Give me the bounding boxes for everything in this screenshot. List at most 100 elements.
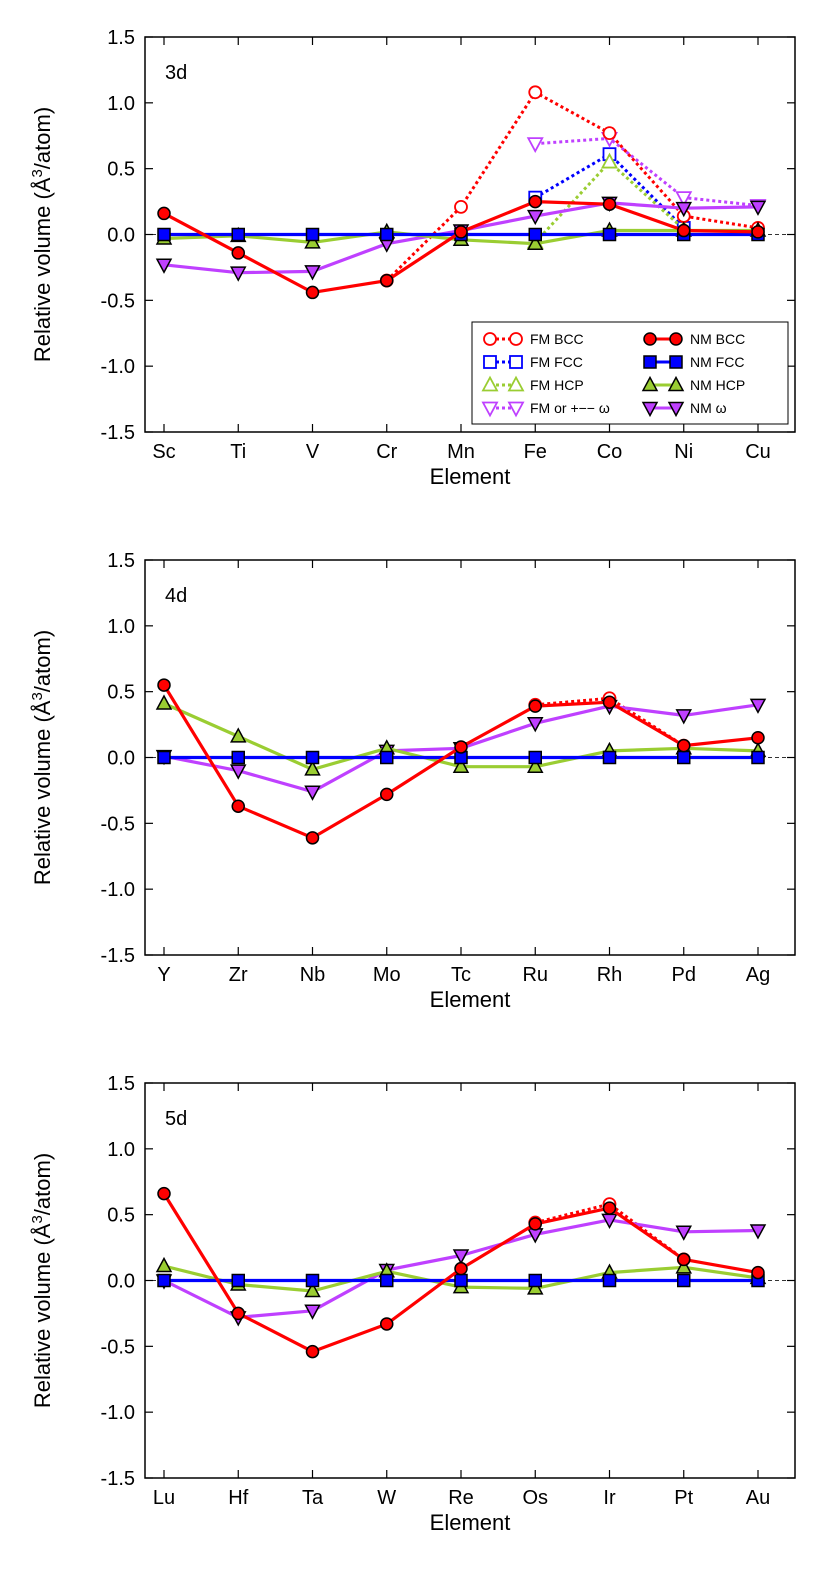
data-point-nm_bcc — [602, 695, 617, 709]
x-tick-label: Cr — [376, 441, 397, 463]
legend: FM BCC NM BCC FM FCC NM FCC FM HCP NM HCP FM o… — [471, 321, 789, 425]
y-tick-label: -1.0 — [101, 879, 135, 901]
panel-label: 5d — [165, 1108, 187, 1130]
x-tick-label: Ag — [746, 964, 770, 986]
legend-label: NM ω — [690, 400, 727, 416]
data-point-nm_fcc — [602, 227, 617, 242]
y-tick-label: 0.0 — [107, 748, 135, 770]
x-tick-label: Mn — [447, 441, 475, 463]
data-point-nm_bcc — [528, 699, 542, 713]
x-tick-label: Fe — [524, 441, 547, 463]
legend-item-fm_fcc: FM FCC — [483, 354, 583, 370]
x-tick-label: Zr — [229, 964, 248, 986]
data-point-nm_omega — [452, 1249, 470, 1265]
x-axis-title: Element — [430, 987, 511, 1012]
data-point-nm_fcc — [602, 1273, 617, 1288]
data-point-nm_bcc — [751, 1265, 765, 1280]
y-tick-label: 1.5 — [107, 27, 135, 49]
legend-label: FM HCP — [530, 377, 584, 393]
panel-label: 4d — [165, 585, 187, 607]
data-point-nm_bcc — [305, 1344, 320, 1359]
data-point-nm_omega — [675, 709, 693, 725]
data-point-nm_bcc — [602, 1201, 617, 1215]
x-tick-label: Hf — [228, 1487, 248, 1509]
data-point-nm_fcc — [231, 1273, 245, 1288]
data-point-nm_bcc — [380, 787, 394, 802]
plot-frame — [144, 1082, 796, 1479]
y-tick-label: -1.5 — [101, 945, 135, 967]
y-tick-label: -1.5 — [101, 422, 135, 444]
data-point-nm_omega — [229, 764, 247, 780]
legend-marker — [643, 355, 657, 369]
x-tick-label: Ni — [674, 441, 693, 463]
y-tick-label: -0.5 — [101, 1336, 135, 1358]
data-point-nm_omega — [526, 209, 544, 226]
data-point-nm_fcc — [380, 750, 394, 765]
chart-panel-3d: 1.5 1.0 0.5 0.0 -0.5 -1.0 -1.5 Sc Ti V Cr Mn Fe Co Ni C… — [29, 27, 796, 489]
y-tick-label: 0.5 — [107, 159, 135, 181]
legend-item-fm_omega: FM or +−− ω — [481, 400, 610, 418]
legend-marker — [481, 401, 499, 418]
data-point-nm_bcc — [677, 738, 691, 753]
legend-label: NM BCC — [690, 331, 745, 347]
data-point-nm_bcc — [231, 1306, 245, 1321]
x-tick-label: Au — [746, 1487, 770, 1509]
data-point-nm_fcc — [528, 750, 542, 765]
data-point-fm_hcp — [600, 152, 619, 169]
series-nm_bcc — [157, 194, 765, 300]
legend-marker — [481, 375, 499, 392]
x-tick-label: Y — [157, 964, 170, 986]
legend-item-nm_hcp: NM HCP — [641, 375, 745, 393]
data-point-nm_bcc — [231, 799, 245, 813]
plot-frame — [144, 36, 796, 433]
y-tick-label: -1.0 — [101, 356, 135, 378]
data-point-nm_hcp — [229, 727, 247, 743]
legend-marker — [507, 401, 525, 418]
legend-marker — [643, 332, 657, 346]
legend-marker — [669, 332, 683, 346]
y-tick-label: -0.5 — [101, 813, 135, 835]
data-point-nm_bcc — [454, 740, 468, 754]
x-tick-label: Os — [522, 1487, 548, 1509]
y-tick-label: -1.0 — [101, 1402, 135, 1424]
legend-item-fm_hcp: FM HCP — [481, 375, 584, 393]
data-point-nm_fcc — [602, 750, 617, 765]
data-point-nm_bcc — [677, 1252, 691, 1267]
data-point-nm_bcc — [305, 285, 320, 300]
legend-marker — [641, 401, 659, 418]
legend-item-nm_fcc: NM FCC — [643, 354, 744, 370]
data-point-nm_fcc — [751, 750, 765, 765]
y-tick-label: 0.5 — [107, 1205, 135, 1227]
data-point-nm_fcc — [380, 227, 394, 242]
data-point-nm_bcc — [380, 273, 394, 288]
legend-marker — [669, 355, 683, 369]
data-point-nm_omega — [749, 698, 767, 714]
x-tick-label: Mo — [373, 964, 401, 986]
x-tick-label: Sc — [152, 441, 175, 463]
data-point-nm_bcc — [751, 731, 765, 745]
data-point-nm_fcc — [305, 1273, 320, 1288]
data-point-nm_omega — [749, 1224, 767, 1240]
legend-label: FM or +−− ω — [530, 400, 610, 416]
data-point-nm_fcc — [231, 750, 245, 765]
data-point-nm_omega — [526, 717, 544, 733]
legend-marker — [667, 401, 685, 418]
x-tick-label: Cu — [745, 441, 771, 463]
data-point-nm_fcc — [157, 1273, 171, 1288]
x-tick-label: Lu — [153, 1487, 175, 1509]
x-tick-label: W — [377, 1487, 396, 1509]
legend-box — [471, 321, 789, 425]
x-tick-label: Tc — [451, 964, 471, 986]
data-point-nm_bcc — [528, 194, 542, 209]
data-point-nm_hcp — [304, 760, 321, 776]
y-tick-label: 1.5 — [107, 550, 135, 572]
x-tick-label: Co — [597, 441, 623, 463]
y-tick-label: 0.5 — [107, 682, 135, 704]
series-fm_bcc — [379, 85, 765, 288]
data-point-nm_bcc — [602, 197, 617, 211]
legend-label: NM FCC — [690, 354, 744, 370]
legend-item-nm_bcc: NM BCC — [643, 331, 745, 347]
legend-marker — [509, 332, 523, 346]
data-point-nm_bcc — [157, 206, 171, 221]
data-point-nm_fcc — [528, 1273, 542, 1288]
